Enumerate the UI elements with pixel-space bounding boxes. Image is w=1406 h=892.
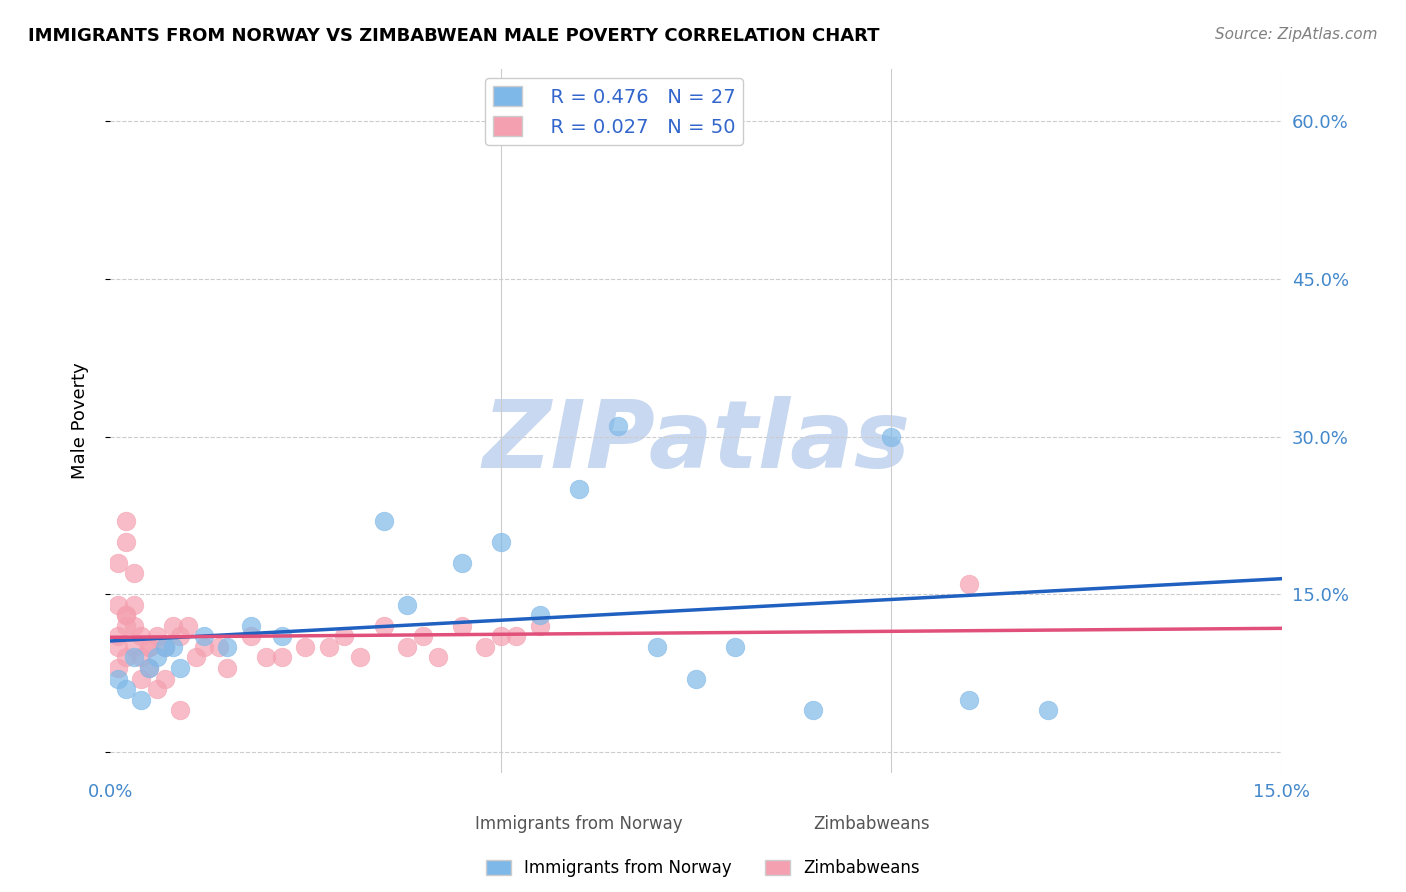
Point xyxy=(162,619,184,633)
Point xyxy=(239,630,262,644)
Point xyxy=(529,608,551,623)
Point xyxy=(193,630,215,644)
Point xyxy=(138,661,160,675)
Point xyxy=(568,482,591,496)
Point xyxy=(505,630,527,644)
Point xyxy=(114,514,136,528)
Point xyxy=(474,640,496,654)
Point xyxy=(122,619,145,633)
Point xyxy=(138,640,160,654)
Point xyxy=(685,672,707,686)
Text: Zimbabweans: Zimbabweans xyxy=(814,815,931,833)
Point xyxy=(217,661,239,675)
Point xyxy=(489,534,512,549)
Point xyxy=(153,672,176,686)
Point xyxy=(645,640,668,654)
Point xyxy=(169,703,191,717)
Point xyxy=(146,630,169,644)
Point xyxy=(1036,703,1059,717)
Point xyxy=(724,640,747,654)
Point xyxy=(450,619,472,633)
Text: Immigrants from Norway: Immigrants from Norway xyxy=(475,815,683,833)
Point xyxy=(193,640,215,654)
Point xyxy=(107,598,129,612)
Text: ZIPatlas: ZIPatlas xyxy=(482,396,910,488)
Point xyxy=(169,661,191,675)
Point xyxy=(880,429,903,443)
Point xyxy=(107,640,129,654)
Point xyxy=(138,661,160,675)
Point xyxy=(114,534,136,549)
Point xyxy=(114,650,136,665)
Point xyxy=(239,619,262,633)
Point xyxy=(318,640,340,654)
Text: Source: ZipAtlas.com: Source: ZipAtlas.com xyxy=(1215,27,1378,42)
Point xyxy=(373,514,395,528)
Point xyxy=(294,640,316,654)
Point xyxy=(169,630,191,644)
Point xyxy=(529,619,551,633)
Point xyxy=(107,672,129,686)
Point xyxy=(959,577,981,591)
Point xyxy=(177,619,200,633)
Point xyxy=(333,630,356,644)
Point xyxy=(959,692,981,706)
Point xyxy=(395,598,418,612)
Point xyxy=(489,630,512,644)
Point xyxy=(254,650,277,665)
Point xyxy=(153,640,176,654)
Point xyxy=(349,650,371,665)
Point xyxy=(114,681,136,696)
Legend: Immigrants from Norway, Zimbabweans: Immigrants from Norway, Zimbabweans xyxy=(479,853,927,884)
Point xyxy=(162,640,184,654)
Point xyxy=(131,692,153,706)
Y-axis label: Male Poverty: Male Poverty xyxy=(72,362,89,479)
Point xyxy=(114,619,136,633)
Point xyxy=(208,640,231,654)
Point xyxy=(107,556,129,570)
Point xyxy=(131,630,153,644)
Point xyxy=(146,650,169,665)
Point xyxy=(271,630,294,644)
Text: IMMIGRANTS FROM NORWAY VS ZIMBABWEAN MALE POVERTY CORRELATION CHART: IMMIGRANTS FROM NORWAY VS ZIMBABWEAN MAL… xyxy=(28,27,880,45)
Point xyxy=(107,630,129,644)
Point xyxy=(146,681,169,696)
Point xyxy=(184,650,207,665)
Point xyxy=(131,672,153,686)
Point xyxy=(153,640,176,654)
Point xyxy=(801,703,824,717)
Point xyxy=(122,650,145,665)
Point xyxy=(427,650,450,665)
Point xyxy=(122,640,145,654)
Point xyxy=(412,630,434,644)
Point xyxy=(131,650,153,665)
Point xyxy=(122,598,145,612)
Point xyxy=(114,608,136,623)
Point xyxy=(450,556,472,570)
Point xyxy=(217,640,239,654)
Point xyxy=(114,608,136,623)
Point xyxy=(373,619,395,633)
Point xyxy=(107,661,129,675)
Point xyxy=(606,419,628,434)
Point xyxy=(138,640,160,654)
Point xyxy=(122,566,145,581)
Legend:   R = 0.476   N = 27,   R = 0.027   N = 50: R = 0.476 N = 27, R = 0.027 N = 50 xyxy=(485,78,742,145)
Point xyxy=(271,650,294,665)
Point xyxy=(395,640,418,654)
